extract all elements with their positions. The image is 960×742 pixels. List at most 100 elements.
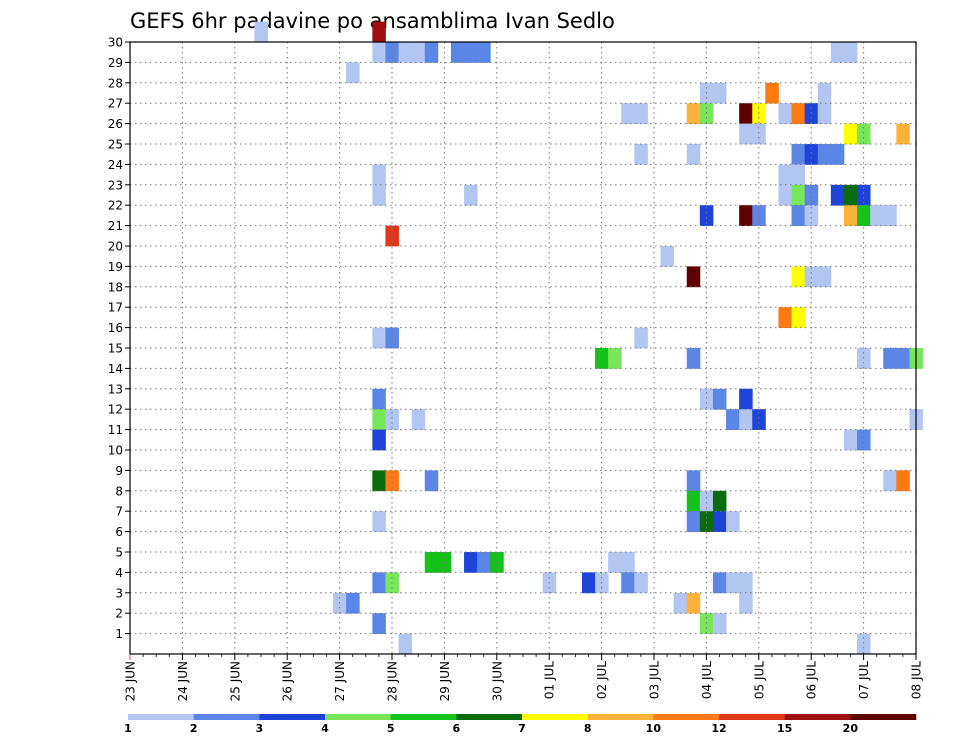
heatmap-cell <box>424 552 439 573</box>
colorbar-label: 8 <box>584 722 592 735</box>
y-tick-label: 30 <box>108 36 123 50</box>
heatmap-cell <box>398 633 413 655</box>
heatmap-cell <box>896 123 910 145</box>
heatmap-cell <box>699 205 714 226</box>
heatmap-cell <box>621 103 635 124</box>
heatmap-cell <box>450 42 465 63</box>
x-tick-label: 26 JUN <box>281 661 295 701</box>
heatmap-cell <box>372 21 386 43</box>
y-tick-label: 23 <box>108 178 123 192</box>
colorbar-label: 6 <box>453 722 461 735</box>
heatmap-cell <box>830 184 845 206</box>
heatmap-cell <box>778 184 792 206</box>
heatmap-cell <box>372 327 386 349</box>
heatmap-cell <box>752 103 766 124</box>
x-tick-label: 02 JUL <box>595 661 609 699</box>
heatmap-cell <box>765 82 779 104</box>
heatmap-cell <box>385 225 399 247</box>
heatmap-cell <box>673 592 688 614</box>
y-tick-label: 7 <box>115 505 123 519</box>
x-axis: 23 JUN 24 JUN 25 JUN 26 JUN 27 JUN 28 JUN 29 J… <box>124 654 924 701</box>
heatmap-cell <box>791 103 806 124</box>
heatmap-cell <box>608 348 622 369</box>
heatmap-cell <box>634 103 648 124</box>
heatmap-cell <box>699 388 714 410</box>
heatmap-cell <box>372 42 386 63</box>
x-tick-label: 28 JUN <box>386 661 400 701</box>
heatmap-cell <box>870 205 884 226</box>
y-tick-label: 28 <box>108 76 123 90</box>
heatmap-cell <box>372 511 386 532</box>
heatmap-cell <box>372 613 386 634</box>
heatmap-cell <box>896 470 910 492</box>
y-tick-label: 10 <box>108 444 123 458</box>
colorbar-label: 2 <box>190 722 198 735</box>
heatmap-cell <box>686 266 701 288</box>
heatmap-cell <box>686 103 701 124</box>
heatmap-cell <box>791 164 806 186</box>
heatmap-cell <box>817 266 832 288</box>
x-tick-label: 07 JUL <box>857 661 871 699</box>
heatmap-cell <box>843 42 858 63</box>
colorbar-label: 1 <box>124 722 132 735</box>
heatmap-cell <box>424 470 439 492</box>
heatmap-cell <box>372 572 386 594</box>
y-tick-label: 4 <box>115 566 123 580</box>
heatmap-cell <box>791 307 806 328</box>
y-tick-label: 6 <box>115 525 123 539</box>
heatmap-cell <box>712 511 727 532</box>
heatmap-cell <box>739 103 753 124</box>
heatmap-cell <box>686 592 701 614</box>
y-tick-label: 18 <box>108 280 123 294</box>
heatmap-cell <box>843 205 858 226</box>
heatmap-cell <box>739 123 753 145</box>
heatmap-cell <box>372 184 386 206</box>
colorbar-swatch <box>850 714 917 720</box>
heatmap-cell <box>712 572 727 594</box>
heatmap-cell <box>372 164 386 186</box>
colorbar-swatch <box>193 714 260 720</box>
heatmap-cell <box>464 184 478 206</box>
colorbar-label: 20 <box>843 722 859 735</box>
heatmap-cell <box>372 409 386 430</box>
heatmap-cell <box>712 613 727 634</box>
y-tick-label: 24 <box>108 158 123 172</box>
heatmap-cell <box>477 552 491 573</box>
x-tick-label: 27 JUN <box>333 661 347 701</box>
heatmap-cell <box>843 184 858 206</box>
x-tick-label: 04 JUL <box>700 661 714 699</box>
x-tick-label: 06 JUL <box>805 661 819 699</box>
heatmap-cell <box>686 348 701 369</box>
colorbar-swatch <box>325 714 391 720</box>
x-tick-label: 05 JUL <box>752 661 766 699</box>
y-tick-label: 29 <box>108 56 123 70</box>
y-tick-label: 8 <box>115 484 123 498</box>
colorbar-swatch <box>259 714 326 720</box>
heatmap-cell <box>699 613 714 634</box>
heatmap-cell <box>712 82 727 104</box>
x-tick-label: 29 JUN <box>438 661 452 701</box>
heatmap-cell <box>385 409 399 430</box>
heatmap-cell <box>686 490 701 512</box>
y-tick-label: 15 <box>108 342 123 356</box>
heatmap-cell <box>804 205 819 226</box>
heatmap-cell <box>712 388 727 410</box>
heatmap-cell <box>385 470 399 492</box>
heatmap-cell <box>726 511 740 532</box>
heatmap-cell <box>699 490 714 512</box>
y-tick-label: 27 <box>108 97 123 111</box>
heatmap-cell <box>372 388 386 410</box>
heatmap-cell <box>752 123 766 145</box>
heatmap-cell <box>739 409 753 430</box>
heatmap-cell <box>346 592 360 614</box>
heatmap-cell <box>857 123 871 145</box>
cells-layer <box>254 21 923 655</box>
heatmap-cell <box>791 144 806 165</box>
heatmap-cell <box>464 42 478 63</box>
y-tick-label: 20 <box>108 240 123 254</box>
heatmap-cell <box>817 82 832 104</box>
heatmap-cell <box>660 246 675 267</box>
heatmap-cell <box>817 144 832 165</box>
heatmap-cell <box>699 511 714 532</box>
